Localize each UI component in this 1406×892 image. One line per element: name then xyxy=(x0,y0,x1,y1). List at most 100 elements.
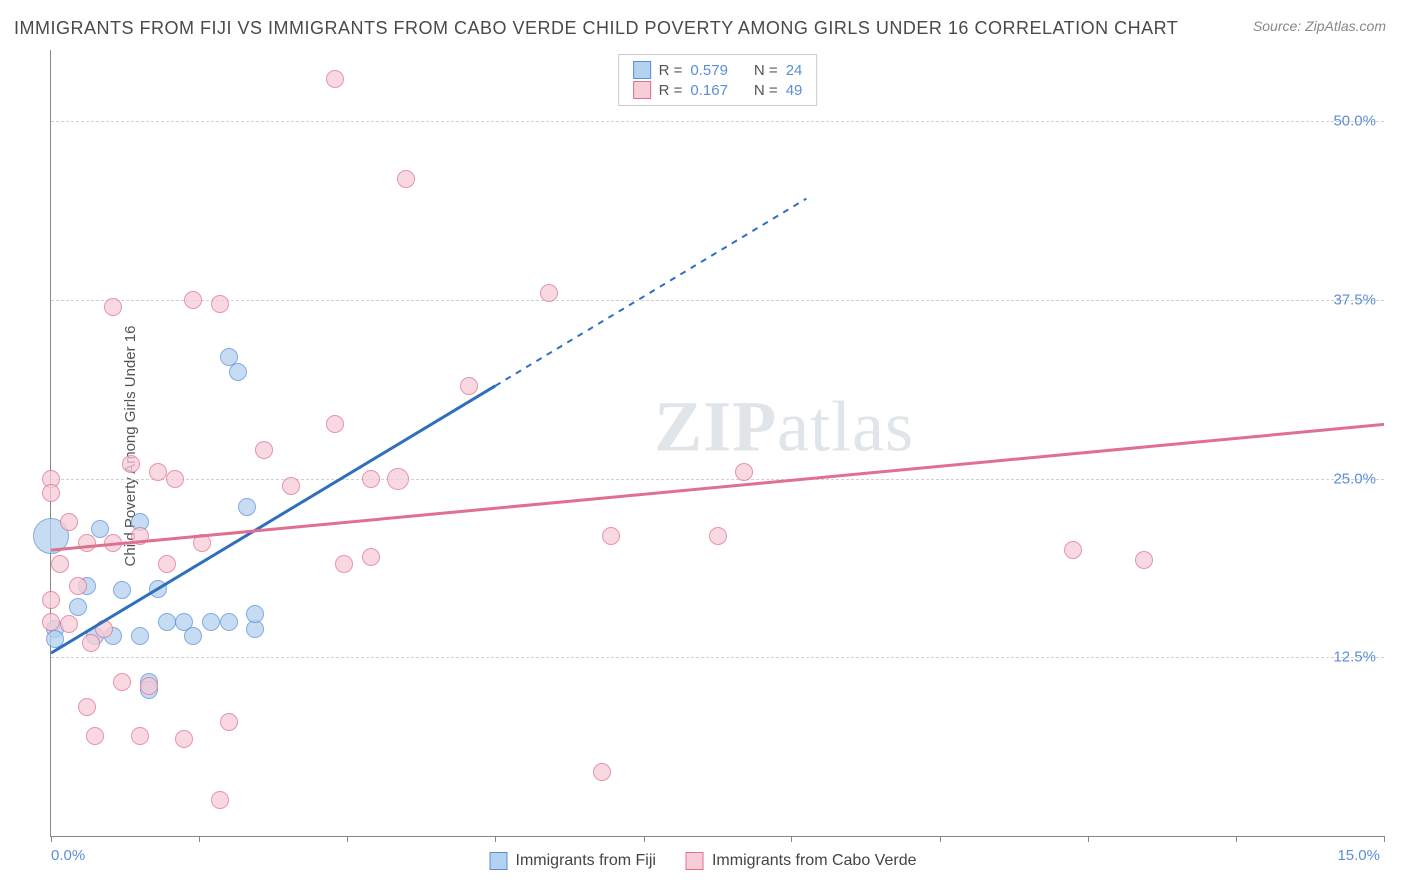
scatter-point xyxy=(42,591,60,609)
ytick-label: 50.0% xyxy=(1333,113,1376,130)
scatter-point xyxy=(104,534,122,552)
scatter-point xyxy=(69,577,87,595)
swatch-bottom-2 xyxy=(686,852,704,870)
watermark: ZIPatlas xyxy=(654,386,914,469)
trend-lines-layer xyxy=(51,50,1384,836)
scatter-point xyxy=(397,170,415,188)
scatter-point xyxy=(131,727,149,745)
scatter-point xyxy=(42,613,60,631)
scatter-point xyxy=(735,463,753,481)
scatter-point xyxy=(149,463,167,481)
scatter-point xyxy=(255,441,273,459)
xtick xyxy=(495,836,496,842)
gridline-h xyxy=(51,657,1384,658)
scatter-point xyxy=(158,555,176,573)
xtick xyxy=(1236,836,1237,842)
scatter-point xyxy=(95,620,113,638)
scatter-point xyxy=(202,613,220,631)
watermark-zip: ZIP xyxy=(654,387,777,467)
n-value-2: 49 xyxy=(786,82,803,99)
ytick-label: 37.5% xyxy=(1333,292,1376,309)
legend-item-1: Immigrants from Fiji xyxy=(490,852,656,870)
scatter-point xyxy=(387,468,409,490)
scatter-point xyxy=(42,484,60,502)
gridline-h xyxy=(51,479,1384,480)
ytick-label: 12.5% xyxy=(1333,649,1376,666)
scatter-point xyxy=(326,70,344,88)
scatter-point xyxy=(51,555,69,573)
swatch-series-2 xyxy=(633,81,651,99)
scatter-point xyxy=(326,415,344,433)
scatter-point xyxy=(175,730,193,748)
scatter-point xyxy=(69,598,87,616)
scatter-point xyxy=(149,580,167,598)
scatter-point xyxy=(602,527,620,545)
n-label-2: N = xyxy=(754,82,778,99)
scatter-point xyxy=(60,615,78,633)
legend-row-2: R = 0.167 N = 49 xyxy=(633,80,803,100)
scatter-point xyxy=(184,627,202,645)
source-label: Source: ZipAtlas.com xyxy=(1253,18,1386,34)
scatter-point xyxy=(82,634,100,652)
xtick xyxy=(644,836,645,842)
scatter-point xyxy=(166,470,184,488)
xtick-label-last: 15.0% xyxy=(1337,847,1380,864)
trend-line xyxy=(51,386,495,653)
scatter-point xyxy=(184,291,202,309)
scatter-point xyxy=(122,455,140,473)
xtick xyxy=(940,836,941,842)
xtick xyxy=(199,836,200,842)
gridline-h xyxy=(51,300,1384,301)
scatter-point xyxy=(113,673,131,691)
scatter-point xyxy=(229,363,247,381)
scatter-point xyxy=(362,470,380,488)
legend-label-2: Immigrants from Cabo Verde xyxy=(712,852,917,870)
series-legend: Immigrants from Fiji Immigrants from Cab… xyxy=(490,852,917,870)
r-label-2: R = xyxy=(659,82,683,99)
xtick xyxy=(1088,836,1089,842)
chart-title: IMMIGRANTS FROM FIJI VS IMMIGRANTS FROM … xyxy=(14,18,1178,39)
scatter-point xyxy=(220,613,238,631)
chart-area: ZIPatlas R = 0.579 N = 24 R = 0.167 N = … xyxy=(50,50,1384,837)
n-value-1: 24 xyxy=(786,62,803,79)
scatter-point xyxy=(1135,551,1153,569)
scatter-point xyxy=(335,555,353,573)
ytick-label: 25.0% xyxy=(1333,470,1376,487)
scatter-point xyxy=(709,527,727,545)
legend-row-1: R = 0.579 N = 24 xyxy=(633,60,803,80)
n-label-1: N = xyxy=(754,62,778,79)
r-value-1: 0.579 xyxy=(690,62,728,79)
scatter-point xyxy=(78,534,96,552)
scatter-point xyxy=(78,698,96,716)
scatter-point xyxy=(46,630,64,648)
legend-label-1: Immigrants from Fiji xyxy=(516,852,656,870)
scatter-point xyxy=(362,548,380,566)
scatter-point xyxy=(1064,541,1082,559)
scatter-point xyxy=(460,377,478,395)
gridline-h xyxy=(51,121,1384,122)
scatter-point xyxy=(104,298,122,316)
r-value-2: 0.167 xyxy=(690,82,728,99)
scatter-point xyxy=(211,295,229,313)
scatter-point xyxy=(140,677,158,695)
scatter-point xyxy=(131,527,149,545)
scatter-point xyxy=(60,513,78,531)
r-label-1: R = xyxy=(659,62,683,79)
watermark-atlas: atlas xyxy=(777,387,914,467)
xtick xyxy=(51,836,52,842)
scatter-point xyxy=(113,581,131,599)
correlation-legend: R = 0.579 N = 24 R = 0.167 N = 49 xyxy=(618,54,818,106)
scatter-point xyxy=(158,613,176,631)
xtick xyxy=(347,836,348,842)
scatter-point xyxy=(86,727,104,745)
scatter-point xyxy=(220,713,238,731)
scatter-point xyxy=(593,763,611,781)
scatter-point xyxy=(211,791,229,809)
xtick xyxy=(1384,836,1385,842)
swatch-bottom-1 xyxy=(490,852,508,870)
scatter-point xyxy=(91,520,109,538)
scatter-point xyxy=(238,498,256,516)
scatter-point xyxy=(540,284,558,302)
scatter-point xyxy=(193,534,211,552)
xtick xyxy=(791,836,792,842)
